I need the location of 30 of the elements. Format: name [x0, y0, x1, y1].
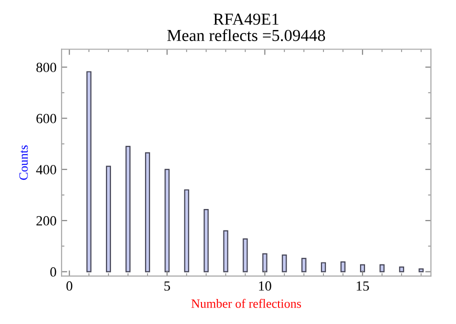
y-tick-label: 800	[36, 62, 56, 72]
y-tick-label: 600	[36, 114, 56, 124]
bar	[164, 168, 170, 272]
bar	[418, 268, 424, 272]
bar	[145, 152, 150, 272]
y-tick-label: 200	[36, 216, 56, 226]
chart-title: RFA49E1 Mean reflects =5.09448	[167, 14, 326, 42]
y-axis-title: Counts	[19, 145, 28, 180]
x-tick-label: 10	[259, 281, 272, 291]
bar	[320, 262, 326, 272]
bar	[380, 264, 385, 272]
x-axis-title: Number of reflections	[191, 298, 301, 308]
y-tick-label: 0	[50, 267, 56, 277]
bar	[223, 230, 228, 272]
bar	[262, 253, 268, 272]
bar	[301, 258, 306, 272]
x-tick-label: 15	[356, 281, 369, 291]
bar	[340, 261, 346, 272]
bar	[184, 189, 190, 272]
bar	[242, 238, 248, 272]
bar	[106, 166, 111, 272]
y-tick-label: 400	[36, 165, 56, 174]
bar	[86, 71, 92, 272]
bar	[282, 254, 287, 272]
bar	[125, 146, 131, 272]
x-tick-label: 0	[66, 281, 72, 291]
x-tick-label: 5	[164, 281, 170, 291]
bar	[399, 266, 404, 272]
bar	[360, 264, 366, 272]
bar	[204, 209, 209, 272]
